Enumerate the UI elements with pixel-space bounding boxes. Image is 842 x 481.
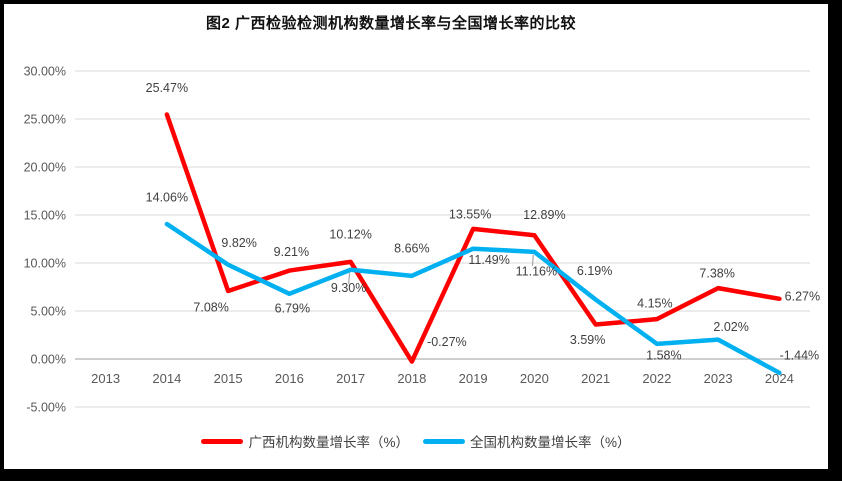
y-axis-tick-label: 25.00% [24,113,66,127]
data-label: 6.27% [785,289,820,303]
y-axis-tick-label: 15.00% [24,209,66,223]
y-axis-tick-label: 5.00% [31,305,66,319]
chart-title: 图2 广西检验检测机构数量增长率与全国增长率的比较 [205,15,577,32]
data-label: 25.47% [146,81,188,95]
data-label: 9.30% [331,281,366,295]
x-axis-tick-label: 2013 [91,371,120,386]
legend-red-line-swatch [201,438,244,444]
y-axis-tick-label: 10.00% [24,257,66,271]
data-label: -0.27% [427,335,467,349]
legend-item-guangxi: 广西机构数量增长率（%） [201,431,409,451]
x-axis-tick-label: 2018 [397,371,426,386]
x-axis-tick-label: 2016 [275,371,304,386]
y-axis-tick-label: 0.00% [31,353,66,367]
y-axis-tick-label: 20.00% [24,161,66,175]
data-label: 4.15% [637,297,672,311]
x-axis-tick-label: 2022 [642,371,671,386]
series-line-0 [164,112,782,364]
y-axis-tick-label: -5.00% [26,401,66,415]
series-line-1 [164,221,782,376]
data-label: 11.16% [516,264,557,278]
chart-canvas: -5.00% 0.00% 5.00% 10.00% 15.00% 20.00% 25.00%… [4,4,828,469]
legend-item-national: 全国机构数量增长率（%） [423,431,631,451]
legend-blue-line-swatch [423,438,465,444]
y-axis-tick-label: 30.00% [24,65,66,79]
label-leader-line [531,254,534,266]
x-axis-tick-label: 2020 [520,371,549,386]
legend: 广西机构数量增长率（%） 全国机构数量增长率（%） [4,430,828,452]
data-label: 10.12% [329,227,371,241]
data-label: 7.08% [193,301,228,315]
label-leader-line [348,272,351,284]
x-axis-tick-label: 2015 [214,371,243,386]
x-axis-tick-label: 2023 [704,371,733,386]
x-axis-tick-label: 2014 [152,371,181,386]
x-axis-tick-label: 2024 [765,371,794,386]
data-label: 9.82% [221,236,256,250]
data-label: 7.38% [699,267,734,281]
data-label: 14.06% [146,191,188,205]
data-label: 12.89% [523,208,565,222]
legend-label-national: 全国机构数量增长率（%） [470,435,631,450]
data-label: 6.79% [275,301,310,315]
data-label: 9.21% [274,245,309,259]
data-label: 13.55% [449,207,491,221]
data-label: 8.66% [394,241,429,255]
data-label: 1.58% [646,348,681,362]
x-axis-tick-label: 2017 [336,371,365,386]
data-label: 6.19% [577,264,612,278]
data-label: 3.59% [570,333,605,347]
data-label: 2.02% [713,320,748,334]
x-axis-tick-label: 2019 [459,371,488,386]
data-label: -1.44% [780,348,820,362]
data-label: 11.49% [468,253,509,267]
legend-label-guangxi: 广西机构数量增长率（%） [248,435,409,450]
line-chart: -5.00% 0.00% 5.00% 10.00% 15.00% 20.00% 25.00%… [24,65,821,415]
x-axis-tick-label: 2021 [581,371,610,386]
